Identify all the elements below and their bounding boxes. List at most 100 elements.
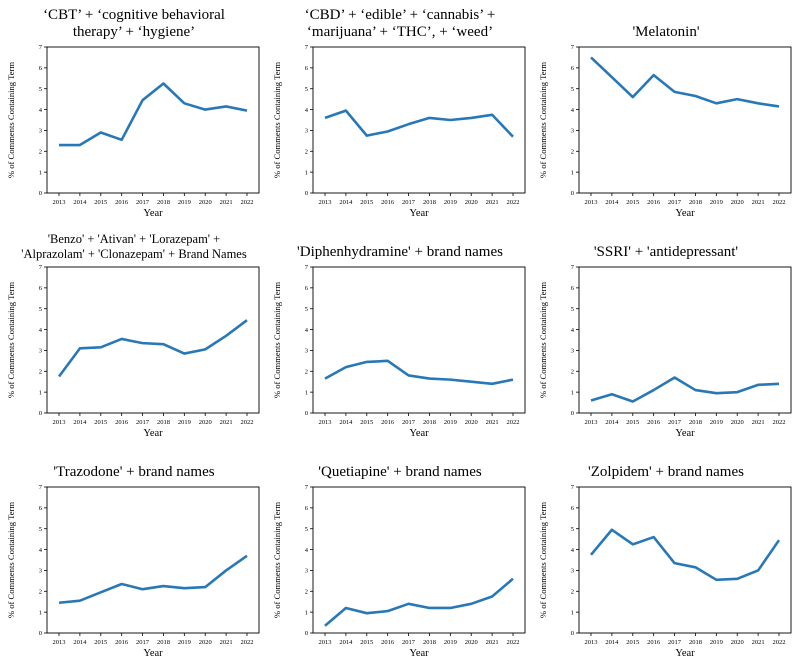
svg-text:1: 1	[571, 389, 574, 396]
svg-text:2016: 2016	[647, 199, 661, 206]
chart-benzo: 'Benzo' + 'Ativan' + 'Lorazepam' + 'Alpr…	[1, 221, 267, 441]
data-line	[58, 554, 248, 605]
svg-text:3: 3	[39, 128, 42, 135]
svg-text:2015: 2015	[94, 419, 107, 426]
chart-title-area: ‘CBT’ + ‘cognitive behavioral therapy’ +…	[1, 1, 267, 41]
chart-title-area: 'Diphenhydramine' + brand names	[267, 221, 533, 261]
y-axis-label: % of Comments Containing Term	[538, 62, 548, 179]
svg-text:1: 1	[39, 389, 42, 396]
svg-text:2: 2	[305, 588, 308, 595]
svg-text:2015: 2015	[626, 419, 639, 426]
svg-text:2019: 2019	[710, 419, 723, 426]
line-chart: 0 1 2 3 4 5 6 7 2013 2014 2015 2016 2017 2018 2019 2020…	[272, 264, 526, 439]
line-chart: 0 1 2 3 4 5 6 7 2013 2014 2015 2016 2017 2018 2019 2020…	[538, 44, 792, 219]
svg-text:4: 4	[305, 327, 309, 334]
svg-text:5: 5	[39, 526, 42, 533]
svg-text:2021: 2021	[220, 639, 233, 646]
x-axis-label: Year	[143, 428, 163, 439]
svg-text:2018: 2018	[157, 419, 170, 426]
svg-text:2014: 2014	[605, 639, 619, 646]
svg-text:6: 6	[39, 65, 43, 72]
svg-text:0: 0	[305, 190, 308, 197]
y-axis-label: % of Comments Containing Term	[6, 282, 16, 399]
x-axis-label: Year	[409, 208, 429, 219]
svg-text:5: 5	[571, 526, 574, 533]
chart-title-area: 'Melatonin'	[533, 1, 799, 41]
y-axis-label: % of Comments Containing Term	[272, 62, 282, 179]
svg-text:2020: 2020	[731, 639, 744, 646]
data-line	[57, 319, 248, 378]
svg-text:2019: 2019	[710, 199, 723, 206]
svg-text:2018: 2018	[157, 199, 170, 206]
plot-box	[312, 46, 526, 194]
svg-text:1: 1	[39, 169, 42, 176]
svg-text:6: 6	[571, 285, 575, 292]
svg-text:2021: 2021	[486, 199, 499, 206]
svg-text:2018: 2018	[157, 639, 170, 646]
x-axis-label: Year	[409, 428, 429, 439]
svg-text:2: 2	[39, 368, 42, 375]
svg-text:2017: 2017	[136, 199, 150, 206]
svg-text:2022: 2022	[507, 199, 520, 206]
x-axis-label: Year	[143, 208, 163, 219]
svg-text:0: 0	[571, 630, 574, 637]
chart-title: 'Diphenhydramine' + brand names	[297, 243, 503, 260]
svg-text:4: 4	[571, 547, 575, 554]
y-axis-label: % of Comments Containing Term	[538, 502, 548, 619]
x-axis-label: Year	[675, 428, 695, 439]
svg-text:2020: 2020	[465, 419, 478, 426]
svg-text:2017: 2017	[668, 199, 682, 206]
svg-text:4: 4	[39, 327, 43, 334]
chart-title: ‘CBT’ + ‘cognitive behavioral therapy’ +…	[43, 6, 225, 40]
chart-title-area: 'SSRI' + 'antidepressant'	[533, 221, 799, 261]
svg-text:6: 6	[305, 285, 309, 292]
svg-text:4: 4	[39, 107, 43, 114]
plot-box	[46, 486, 260, 634]
svg-text:2018: 2018	[689, 419, 702, 426]
svg-text:5: 5	[39, 306, 42, 313]
y-axis-label: % of Comments Containing Term	[272, 502, 282, 619]
svg-text:1: 1	[305, 169, 308, 176]
y-axis-label: % of Comments Containing Term	[272, 282, 282, 399]
svg-text:2014: 2014	[339, 419, 353, 426]
y-axis-label: % of Comments Containing Term	[538, 282, 548, 399]
svg-text:2014: 2014	[605, 199, 619, 206]
svg-text:2016: 2016	[647, 419, 661, 426]
svg-text:2019: 2019	[444, 639, 457, 646]
plot-box	[578, 266, 792, 414]
svg-text:2021: 2021	[752, 199, 765, 206]
svg-text:2019: 2019	[178, 639, 191, 646]
svg-text:2013: 2013	[585, 639, 598, 646]
svg-text:2017: 2017	[402, 199, 416, 206]
svg-text:2: 2	[571, 148, 574, 155]
svg-text:5: 5	[571, 306, 574, 313]
svg-text:2018: 2018	[423, 199, 436, 206]
svg-text:2016: 2016	[381, 419, 395, 426]
data-line	[324, 359, 514, 386]
svg-text:2017: 2017	[136, 639, 150, 646]
svg-text:3: 3	[305, 128, 308, 135]
x-axis: 2013 2014 2015 2016 2017 2018 2019 2020 2021 2022	[585, 193, 786, 206]
svg-text:0: 0	[571, 190, 574, 197]
svg-text:2014: 2014	[605, 419, 619, 426]
data-line	[590, 56, 780, 108]
svg-text:2015: 2015	[626, 199, 639, 206]
svg-text:1: 1	[571, 609, 574, 616]
plot-box	[46, 266, 260, 414]
svg-text:3: 3	[571, 348, 574, 355]
svg-text:1: 1	[571, 169, 574, 176]
svg-text:2014: 2014	[339, 639, 353, 646]
svg-text:2019: 2019	[444, 419, 457, 426]
svg-text:2021: 2021	[486, 639, 499, 646]
svg-text:2: 2	[305, 368, 308, 375]
chart-quetiapine: 'Quetiapine' + brand names 0 1 2 3 4 5 6 7 2013 2…	[267, 441, 533, 661]
svg-text:5: 5	[305, 306, 308, 313]
x-axis: 2013 2014 2015 2016 2017 2018 2019 2020 2021 2022	[585, 413, 786, 426]
line-chart: 0 1 2 3 4 5 6 7 2013 2014 2015 2016 2017 2018 2019 2020…	[6, 44, 260, 219]
y-axis: 0 1 2 3 4 5 6 7	[39, 44, 47, 197]
svg-text:4: 4	[571, 107, 575, 114]
svg-text:0: 0	[305, 630, 308, 637]
svg-text:2019: 2019	[444, 199, 457, 206]
svg-text:2017: 2017	[668, 639, 682, 646]
svg-text:6: 6	[571, 65, 575, 72]
